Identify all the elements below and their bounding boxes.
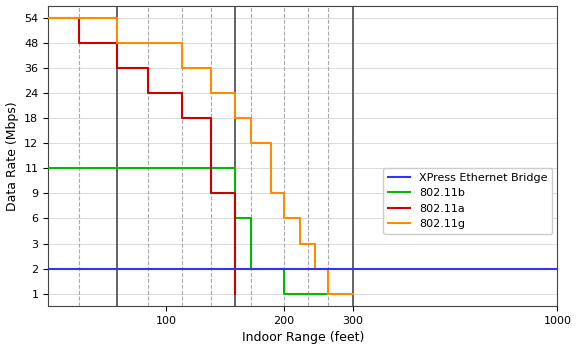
Legend: XPress Ethernet Bridge, 802.11b, 802.11a, 802.11g: XPress Ethernet Bridge, 802.11b, 802.11a… (383, 168, 552, 234)
802.11a (114, 41, 121, 45)
802.11b (248, 216, 254, 221)
802.11g (114, 16, 121, 20)
802.11b (349, 292, 356, 296)
802.11b (297, 292, 304, 296)
802.11g (248, 116, 254, 120)
802.11a (231, 191, 238, 196)
802.11a (231, 292, 238, 296)
802.11b (280, 266, 287, 271)
802.11g (312, 241, 319, 246)
802.11g (179, 41, 186, 45)
802.11g (248, 141, 254, 146)
802.11a (44, 16, 51, 20)
802.11b (231, 216, 238, 221)
802.11g (325, 292, 332, 296)
802.11g (349, 292, 356, 296)
802.11a (207, 191, 214, 196)
802.11g (207, 91, 214, 95)
Y-axis label: Data Rate (Mbps): Data Rate (Mbps) (6, 101, 18, 211)
802.11g (280, 191, 287, 196)
802.11b (349, 292, 356, 296)
802.11g (297, 241, 304, 246)
802.11g (349, 292, 356, 296)
802.11g (312, 266, 319, 271)
802.11b (325, 292, 332, 296)
802.11a (76, 16, 83, 20)
802.11a (207, 116, 214, 120)
802.11g (207, 66, 214, 70)
802.11a (145, 91, 152, 95)
802.11b (297, 292, 304, 296)
802.11g (179, 66, 186, 70)
802.11g (231, 116, 238, 120)
802.11g (297, 216, 304, 221)
802.11g (267, 141, 274, 146)
802.11g (114, 41, 121, 45)
X-axis label: Indoor Range (feet): Indoor Range (feet) (242, 331, 364, 344)
802.11g (325, 266, 332, 271)
802.11b (280, 292, 287, 296)
Line: 802.11b: 802.11b (48, 168, 353, 294)
802.11a (179, 91, 186, 95)
802.11b (325, 292, 332, 296)
802.11a (114, 66, 121, 70)
802.11b (248, 266, 254, 271)
802.11g (280, 216, 287, 221)
802.11a (179, 116, 186, 120)
Line: 802.11g: 802.11g (48, 18, 353, 294)
802.11g (44, 16, 51, 20)
802.11g (231, 91, 238, 95)
802.11a (145, 66, 152, 70)
802.11g (267, 191, 274, 196)
Line: 802.11a: 802.11a (48, 18, 235, 294)
802.11b (231, 166, 238, 170)
802.11b (44, 166, 51, 170)
802.11a (76, 41, 83, 45)
